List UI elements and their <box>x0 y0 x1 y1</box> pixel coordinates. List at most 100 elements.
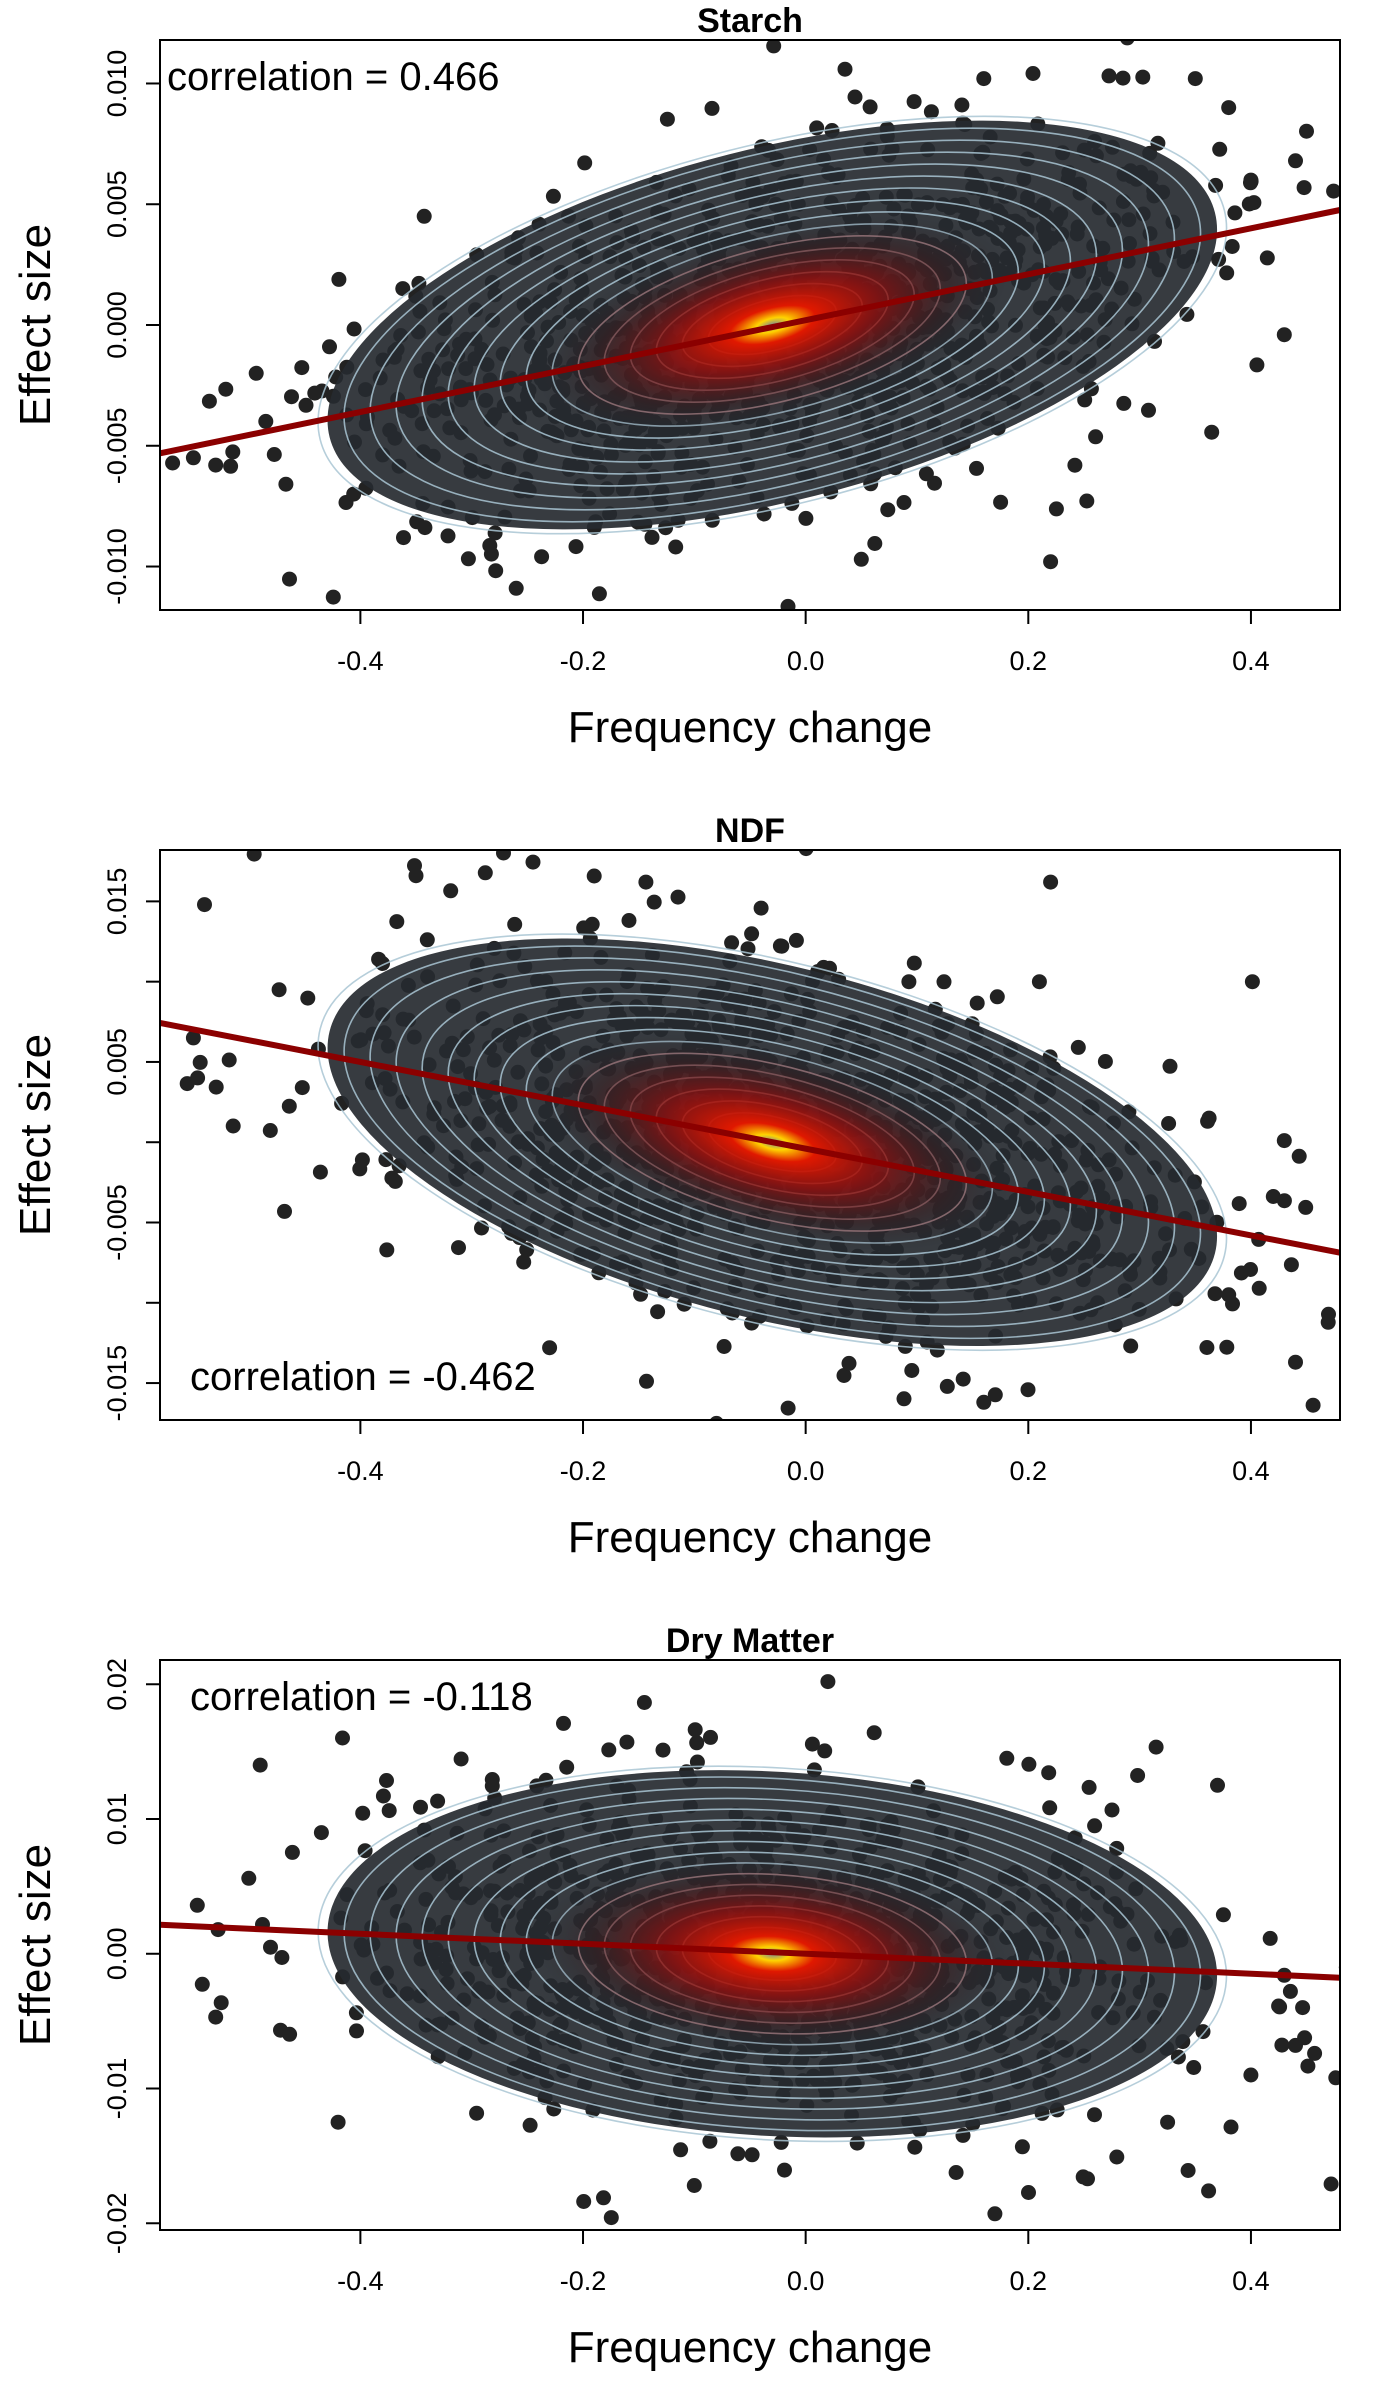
data-point <box>1021 2185 1036 2200</box>
outlier-point <box>330 2114 346 2130</box>
data-point <box>1035 16 1050 31</box>
data-point <box>1186 2060 1202 2075</box>
y-axis: -0.010 -0.005 0.000 0.005 0.010 <box>102 50 160 605</box>
data-point <box>194 1976 210 1992</box>
contour-line <box>317 115 1228 535</box>
x-tick-label: -0.2 <box>560 646 607 676</box>
data-point <box>246 850 262 862</box>
y-axis: -0.015 -0.005 0.005 0.015 <box>102 868 160 1421</box>
data-point <box>271 982 287 998</box>
data-point <box>1272 1999 1288 2015</box>
x-tick-label: -0.4 <box>337 2266 384 2296</box>
data-point <box>274 1950 290 1965</box>
data-point <box>76 1911 91 1926</box>
y-tick-label: 0.015 <box>102 868 132 936</box>
contour-line <box>369 957 1176 1328</box>
data-point <box>591 586 607 602</box>
contour-line <box>525 1028 1020 1256</box>
panel-title: Starch <box>697 2 803 40</box>
contour-line <box>343 127 1202 523</box>
plot-area <box>160 16 1340 630</box>
data-point <box>716 1339 732 1354</box>
outlier-point <box>1187 71 1203 87</box>
data-point <box>777 2162 792 2178</box>
data-point <box>936 974 952 990</box>
data-point <box>601 1742 617 1758</box>
data-point <box>673 2142 689 2158</box>
outlier-point <box>542 1340 558 1356</box>
y-axis-label: Effect size <box>11 224 60 426</box>
data-point <box>753 615 768 630</box>
data-point <box>744 1315 760 1331</box>
data-point <box>687 1722 703 1738</box>
data-point <box>559 1759 575 1775</box>
data-point <box>1135 69 1151 85</box>
data-point <box>804 1736 820 1752</box>
x-tick-label: 0.0 <box>787 2266 825 2296</box>
data-point <box>190 1070 206 1086</box>
data-point <box>636 1695 652 1710</box>
data-point <box>1285 1439 1300 1454</box>
data-point <box>896 1391 912 1407</box>
data-point <box>516 1254 532 1270</box>
data-point <box>773 2134 789 2150</box>
data-point <box>1148 1739 1164 1755</box>
correlation-annotation: correlation = -0.118 <box>190 1675 533 1719</box>
data-point <box>1077 392 1093 408</box>
data-point <box>192 1054 208 1070</box>
data-point <box>208 1079 224 1095</box>
data-point <box>413 1799 428 1815</box>
data-point <box>546 2101 562 2117</box>
x-tick-label: 0.0 <box>787 1456 825 1486</box>
data-point <box>1244 974 1260 990</box>
x-tick-label: 0.2 <box>1010 1456 1048 1486</box>
data-point <box>451 1240 466 1256</box>
correlation-annotation: correlation = -0.462 <box>190 1355 536 1399</box>
data-point <box>389 914 405 930</box>
data-point <box>294 1080 310 1096</box>
x-axis: -0.4 -0.2 0.0 0.2 0.4 <box>337 2230 1270 2296</box>
panel-dry-matter: Dry Matter -0.4 -0.2 0.0 0.2 0.4 -0.02 -0.01 0… <box>11 1622 1341 2372</box>
data-point <box>387 1173 403 1189</box>
plot-area <box>76 1674 1340 2226</box>
y-tick-label: 0.02 <box>102 1658 132 1711</box>
data-point <box>798 510 814 526</box>
data-point <box>331 271 347 287</box>
outlier-point <box>208 2009 224 2025</box>
data-point <box>218 381 234 397</box>
y-tick-label: -0.02 <box>102 2193 132 2255</box>
x-tick-label: -0.2 <box>560 2266 607 2296</box>
data-point <box>766 40 782 54</box>
x-axis-label: Frequency change <box>568 703 932 752</box>
contour-line <box>343 1776 1202 2132</box>
data-point <box>1283 1257 1299 1273</box>
data-point <box>1300 2058 1316 2074</box>
x-axis-label: Frequency change <box>568 1513 932 1562</box>
data-point <box>847 89 863 105</box>
data-point <box>381 1803 397 1819</box>
data-point <box>417 520 433 536</box>
data-point <box>1212 141 1228 157</box>
x-axis: -0.4 -0.2 0.0 0.2 0.4 <box>337 610 1270 676</box>
data-point <box>313 1825 329 1841</box>
data-point <box>378 1152 394 1168</box>
data-point <box>1160 2114 1176 2130</box>
correlation-annotation: correlation = 0.466 <box>167 55 499 99</box>
data-point <box>724 935 740 951</box>
data-point <box>278 476 294 492</box>
outlier-point <box>1288 153 1303 169</box>
x-tick-label: 0.2 <box>1010 646 1048 676</box>
data-point <box>1048 501 1064 517</box>
contour-line <box>369 1786 1176 2121</box>
x-tick-label: 0.4 <box>1232 2266 1270 2296</box>
data-point <box>487 525 503 541</box>
data-point <box>1243 1262 1258 1277</box>
data-point <box>346 321 362 337</box>
data-point <box>993 494 1009 510</box>
panel-starch: Starch -0.4 -0.2 0.0 0.2 0.4 -0.010 -0.005 0.0… <box>11 2 1341 752</box>
data-point <box>644 529 660 545</box>
data-point <box>430 1793 446 1809</box>
outlier-point <box>853 551 869 567</box>
fit-line <box>160 207 1340 457</box>
data-point <box>576 920 592 936</box>
